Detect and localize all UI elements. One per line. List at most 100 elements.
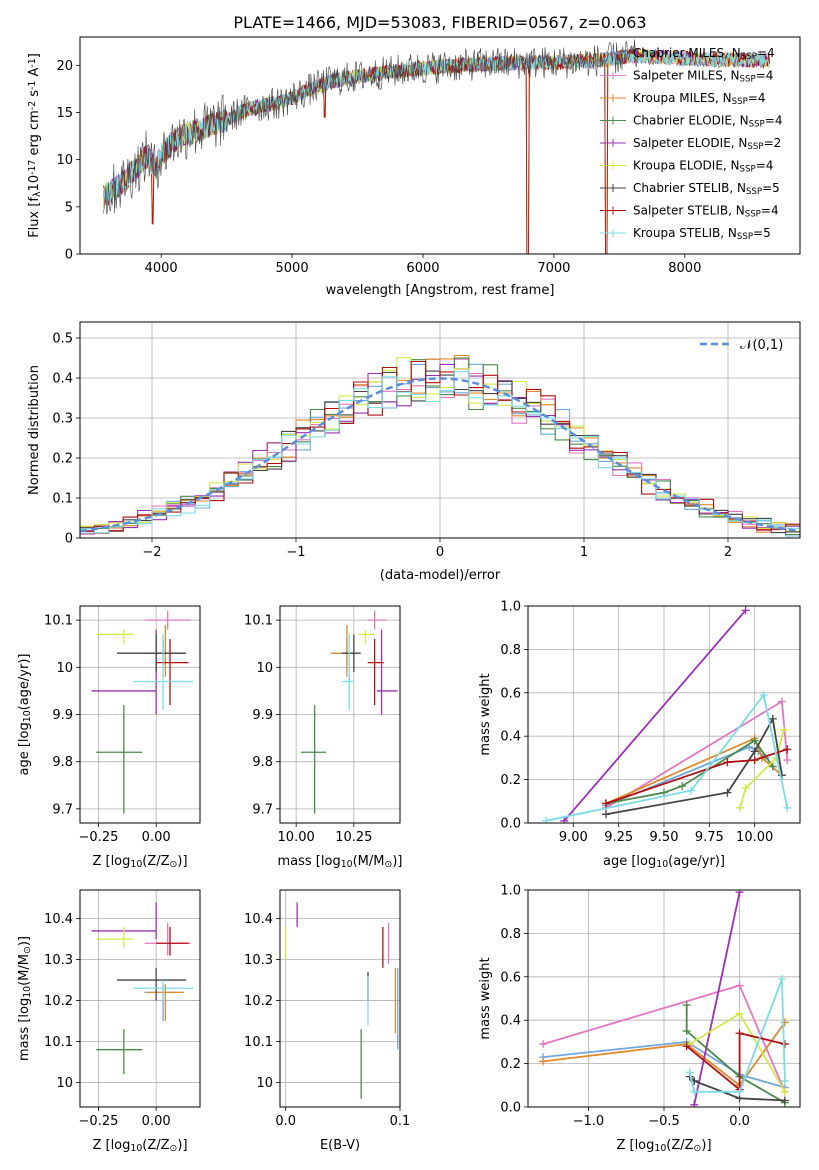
- legend-label: Kroupa STELIB, NSSP=5: [633, 226, 771, 242]
- y-tick-label: 0.2: [500, 773, 521, 788]
- age-vs-mass-axes: 10.00 10.25 9.7 9.8 9.9 10 10.1: [244, 605, 401, 845]
- histogram-step: [80, 363, 800, 534]
- x-tick-label: 1: [580, 545, 588, 560]
- x-tick-label: 10.00: [278, 830, 315, 845]
- y-tick-label: 0.0: [500, 817, 521, 832]
- x-tick-label: 0.1: [390, 1114, 411, 1129]
- x-tick-label: 10.25: [335, 830, 372, 845]
- data-point: [780, 1087, 789, 1096]
- axes-frame: [79, 889, 201, 1108]
- x-tick-label: 0.0: [729, 1114, 750, 1129]
- y-tick-label: 9.8: [52, 755, 73, 770]
- data-point: [723, 788, 732, 797]
- x-axis-label: mass [log10(M/M⊙)]: [278, 854, 403, 870]
- y-axis-label: Normed distribution: [27, 365, 42, 495]
- data-point: [783, 756, 792, 765]
- y-tick-label: 0.4: [52, 372, 73, 387]
- figure-title: PLATE=1466, MJD=53083, FIBERID=0567, z=0…: [233, 13, 646, 32]
- legend-label: Salpeter MILES, NSSP=4: [633, 69, 773, 85]
- x-tick-label: 5000: [276, 261, 309, 276]
- axes-frame: [527, 605, 801, 824]
- legend-marker: [609, 206, 617, 215]
- data-point: [777, 974, 786, 983]
- legend-label: Kroupa ELODIE, NSSP=4: [633, 159, 773, 175]
- y-tick-label: 0.3: [52, 412, 73, 427]
- x-tick-label: 9.50: [650, 830, 679, 845]
- data-point: [542, 816, 551, 823]
- legend-marker: [609, 49, 617, 57]
- spectrum-line: [103, 48, 770, 207]
- data-point: [690, 1087, 699, 1096]
- x-tick-label: 0: [436, 545, 444, 560]
- data-point: [678, 782, 687, 791]
- mass-vs-Z-axes: −0.25 0.00 10 10.1 10.2 10.3 10.4: [44, 889, 201, 1129]
- y-tick-label: 20: [56, 59, 73, 74]
- series-line: [686, 1032, 786, 1092]
- series-line: [605, 716, 783, 816]
- y-axis-label: Flux [fλ10-17 erg cm-2 s-1 A-1]: [27, 53, 43, 238]
- y-tick-label: 0.0: [500, 1101, 521, 1116]
- y-tick-label: 10.2: [244, 994, 273, 1009]
- x-tick-label: 9.00: [559, 830, 588, 845]
- x-tick-label: 0.0: [275, 1114, 296, 1129]
- axes-frame: [79, 605, 201, 824]
- legend-label: Chabrier STELIB, NSSP=5: [633, 181, 780, 197]
- y-axis-label: mass weight: [478, 673, 493, 755]
- legend-marker: [609, 71, 617, 80]
- y-tick-label: 10: [256, 661, 273, 676]
- y-tick-label: 0.8: [500, 927, 521, 942]
- x-axis-label: Z [log10(Z/Z⊙)]: [92, 1138, 187, 1154]
- series-line: [605, 748, 788, 805]
- x-axis-label: Z [log10(Z/Z⊙)]: [616, 1138, 711, 1154]
- data-point: [741, 784, 750, 793]
- data-point: [783, 745, 792, 754]
- legend-marker: [609, 161, 617, 170]
- x-tick-label: 0.00: [142, 830, 171, 845]
- legend-marker: [609, 184, 617, 192]
- y-tick-label: 0: [65, 248, 73, 263]
- data-point: [780, 1096, 789, 1105]
- y-tick-label: 0.5: [52, 332, 73, 347]
- y-tick-label: 0.6: [500, 686, 521, 701]
- y-tick-label: 0: [65, 532, 73, 547]
- series-line: [685, 1005, 786, 1104]
- x-tick-label: 8000: [668, 261, 701, 276]
- y-tick-label: 0.1: [52, 492, 73, 507]
- data-point: [750, 756, 759, 765]
- data-point: [601, 799, 610, 808]
- age-vs-Z-axes: −0.25 0.00 9.7 9.8 9.9 10 10.1: [44, 605, 201, 845]
- data-point: [682, 1042, 691, 1051]
- spectrum-line: [103, 39, 639, 215]
- x-axis-label: (data-model)/error: [380, 568, 501, 583]
- legend-marker: [609, 94, 617, 102]
- x-axis-label: Z [log10(Z/Z⊙)]: [92, 854, 187, 870]
- data-point: [685, 1068, 694, 1077]
- data-point: [741, 606, 750, 615]
- y-tick-label: 0.2: [52, 452, 73, 467]
- legend-marker: [609, 116, 617, 125]
- y-tick-label: 10: [56, 153, 73, 168]
- x-tick-label: −1: [286, 545, 305, 560]
- x-tick-label: −0.5: [648, 1114, 680, 1129]
- series-line: [545, 692, 789, 822]
- y-tick-label: 15: [56, 106, 73, 121]
- legend-label: Salpeter ELODIE, NSSP=2: [633, 136, 781, 152]
- x-tick-label: 9.75: [695, 830, 724, 845]
- y-tick-label: 9.8: [252, 755, 273, 770]
- x-tick-label: −2: [142, 545, 161, 560]
- legend-label: Salpeter STELIB, NSSP=4: [633, 204, 779, 220]
- y-tick-label: 9.9: [252, 708, 273, 723]
- data-point: [682, 1001, 691, 1010]
- data-point: [783, 803, 792, 812]
- x-tick-label: −0.25: [79, 830, 119, 845]
- y-tick-label: 10: [256, 1076, 273, 1091]
- y-axis-label: mass [log10(M/M⊙)]: [17, 936, 33, 1061]
- data-point: [735, 981, 744, 990]
- data-point: [723, 758, 732, 767]
- data-point: [750, 736, 759, 745]
- data-point: [780, 1018, 789, 1027]
- data-point: [736, 803, 745, 812]
- y-tick-label: 10.1: [244, 614, 273, 629]
- x-tick-label: 0.00: [142, 1114, 171, 1129]
